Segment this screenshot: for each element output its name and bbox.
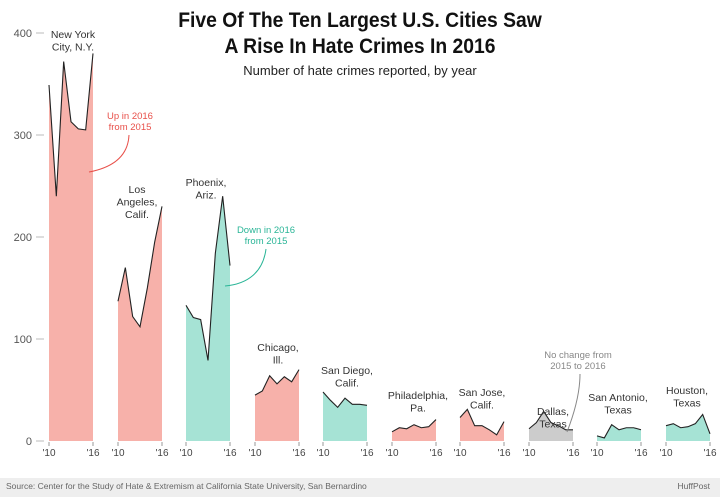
x-tick-label-6-0: '10 xyxy=(453,448,466,459)
chart-title-line-2: A Rise In Hate Crimes In 2016 xyxy=(224,35,496,58)
city-label-1-2: Calif. xyxy=(125,209,149,221)
area-1 xyxy=(118,206,162,441)
area-2 xyxy=(186,196,230,441)
area-7 xyxy=(529,411,573,441)
annotation-same-line-1: No change from xyxy=(544,350,612,361)
city-label-5-0: Philadelphia, xyxy=(388,390,448,402)
x-tick-label-5-1: '16 xyxy=(429,448,442,459)
x-tick-label-2-1: '16 xyxy=(223,448,236,459)
x-tick-label-2-0: '10 xyxy=(179,448,192,459)
annotation-same-line-2: 2015 to 2016 xyxy=(550,361,605,372)
city-label-0-1: City, N.Y. xyxy=(52,42,94,54)
x-tick-label-7-1: '16 xyxy=(566,448,579,459)
city-label-2-0: Phoenix, xyxy=(186,177,227,189)
annotation-up-line-1: Up in 2016 xyxy=(107,111,153,122)
series-line-5 xyxy=(391,419,437,433)
city-label-7-0: Dallas, xyxy=(537,406,569,418)
annotation-down-line-1: Down in 2016 xyxy=(237,225,295,236)
x-tick-label-3-1: '16 xyxy=(292,448,305,459)
x-tick-label-9-0: '10 xyxy=(659,448,672,459)
area-6 xyxy=(460,409,504,441)
city-label-3-0: Chicago, xyxy=(257,342,298,354)
series-line-1 xyxy=(117,206,163,329)
area-8 xyxy=(597,424,641,441)
x-tick-label-5-0: '10 xyxy=(385,448,398,459)
city-label-6-1: Calif. xyxy=(470,400,494,412)
y-tick-label-300: 300 xyxy=(14,130,32,142)
series-line-9 xyxy=(665,413,711,435)
y-tick-label-0: 0 xyxy=(26,436,32,448)
x-tick-label-8-0: '10 xyxy=(590,448,603,459)
city-label-7-1: Texas xyxy=(539,419,566,431)
x-tick-label-1-0: '10 xyxy=(111,448,124,459)
source-note: Source: Center for the Study of Hate & E… xyxy=(6,481,367,491)
footer-bar: Source: Center for the Study of Hate & E… xyxy=(0,478,720,497)
annotation-down-leader xyxy=(224,248,267,287)
city-label-3-1: Ill. xyxy=(273,355,284,367)
city-label-8-0: San Antonio, xyxy=(588,392,648,404)
annotation-same-leader xyxy=(566,373,581,433)
area-5 xyxy=(392,419,436,441)
x-tick-label-3-0: '10 xyxy=(248,448,261,459)
series-line-8 xyxy=(596,423,642,439)
annotation-up-line-2: from 2015 xyxy=(109,122,152,133)
city-label-2-1: Ariz. xyxy=(196,190,217,202)
x-tick-label-6-1: '16 xyxy=(497,448,510,459)
city-label-5-1: Pa. xyxy=(410,403,426,415)
x-tick-label-1-1: '16 xyxy=(155,448,168,459)
chart-title-line-1: Five Of The Ten Largest U.S. Cities Saw xyxy=(178,9,542,32)
x-tick-label-4-0: '10 xyxy=(316,448,329,459)
series-line-2 xyxy=(185,196,231,361)
area-0 xyxy=(49,53,93,442)
annotation-up-leader xyxy=(88,134,130,173)
city-label-4-0: San Diego, xyxy=(321,365,373,377)
y-tick-label-100: 100 xyxy=(14,334,32,346)
city-label-9-1: Texas xyxy=(673,398,700,410)
y-tick-label-200: 200 xyxy=(14,232,32,244)
city-label-1-1: Angeles, xyxy=(117,197,158,209)
x-tick-label-9-1: '16 xyxy=(703,448,716,459)
annotation-down-line-2: from 2015 xyxy=(245,236,288,247)
area-3 xyxy=(255,369,299,441)
chart-subtitle: Number of hate crimes reported, by year xyxy=(243,63,477,78)
area-9 xyxy=(666,414,710,441)
city-label-9-0: Houston, xyxy=(666,385,708,397)
x-tick-label-8-1: '16 xyxy=(634,448,647,459)
series-line-4 xyxy=(322,391,368,409)
chart-title: Five Of The Ten Largest U.S. Cities Saw … xyxy=(29,8,691,60)
series-line-6 xyxy=(459,408,505,436)
x-tick-label-7-0: '10 xyxy=(522,448,535,459)
x-tick-label-0-0: '10 xyxy=(42,448,55,459)
series-line-7 xyxy=(528,410,573,431)
brand-credit: HuffPost xyxy=(677,481,710,491)
x-tick-label-4-1: '16 xyxy=(360,448,373,459)
city-label-6-0: San Jose, xyxy=(459,387,506,399)
series-line-3 xyxy=(254,369,300,396)
x-tick-label-0-1: '16 xyxy=(86,448,99,459)
city-label-0-0: New York xyxy=(51,29,96,41)
city-label-1-0: Los xyxy=(129,184,146,196)
city-label-8-1: Texas xyxy=(604,405,631,417)
y-tick-label-400: 400 xyxy=(14,28,32,40)
series-line-0 xyxy=(48,53,94,197)
city-label-4-1: Calif. xyxy=(335,378,359,390)
